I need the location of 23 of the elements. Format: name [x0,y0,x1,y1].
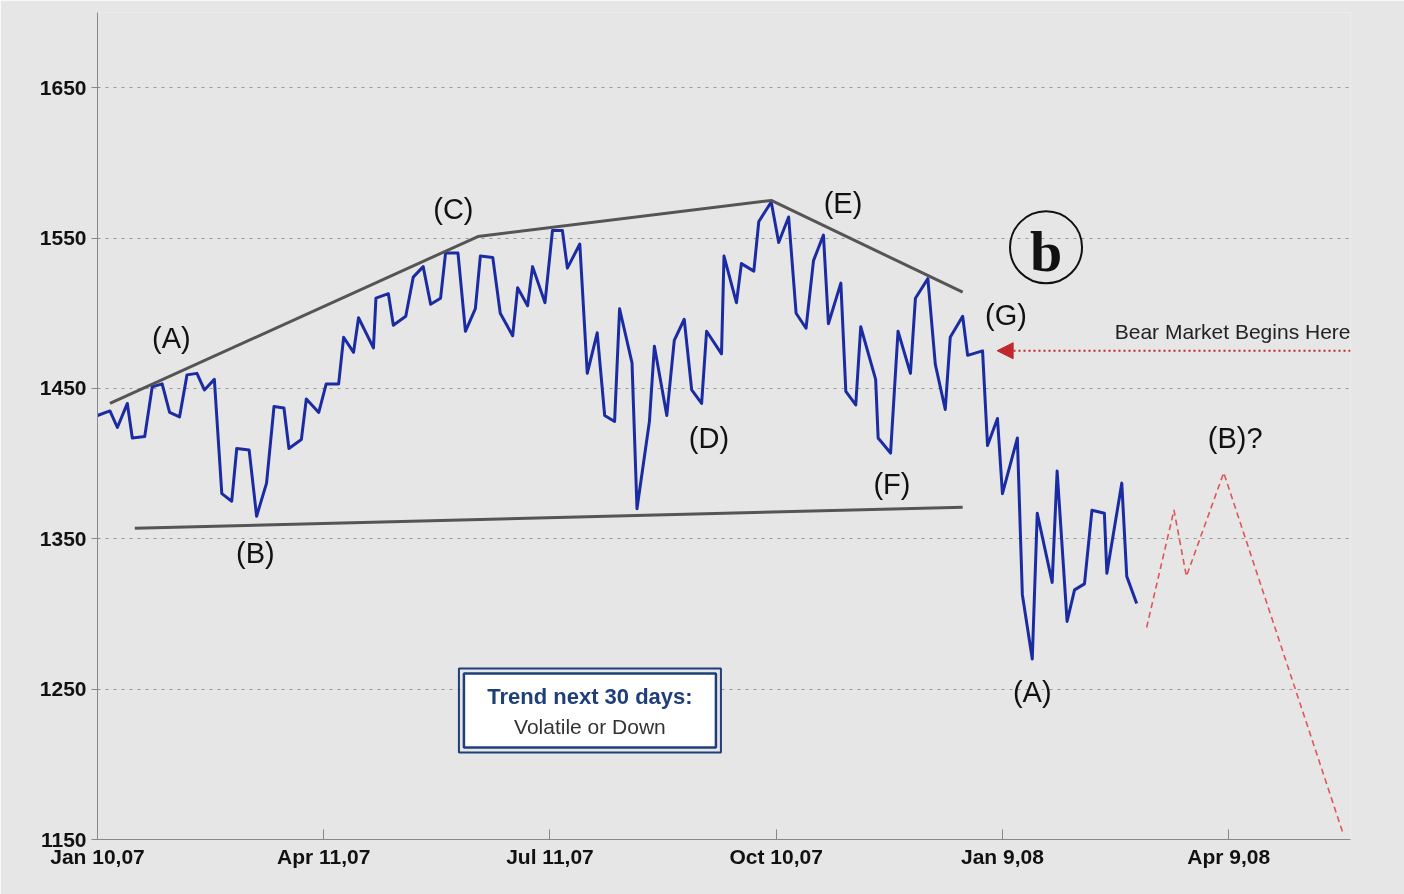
annotation: (B)? [1207,421,1263,454]
annotation: (D) [688,421,730,454]
annotation: (F) [873,467,911,500]
annotation: (C) [433,193,474,226]
annotation: Bear Market Begins Here [1114,319,1351,343]
y-tick-label: 1250 [39,677,87,701]
y-tick-label: 1650 [39,75,87,99]
annotation: b [1029,218,1063,284]
y-tick-label: 1350 [39,526,87,550]
annotation: Volatile or Down [514,714,666,738]
x-tick-label: Oct 10,07 [729,844,823,868]
y-tick-label: 1550 [39,226,87,250]
y-tick-label: 1450 [39,376,87,400]
x-tick-label: Apr 9,08 [1187,844,1271,868]
annotation: (G) [984,299,1027,332]
x-tick-label: Apr 11,07 [277,844,371,868]
annotation: (A) [1012,676,1052,709]
x-tick-label: Jan 9,08 [961,844,1045,868]
annotation: (B) [236,537,275,570]
annotation: (E) [823,186,863,219]
x-tick-label: Jul 11,07 [506,844,594,868]
annotation: (A) [152,321,191,354]
annotation: Trend next 30 days: [487,683,693,709]
